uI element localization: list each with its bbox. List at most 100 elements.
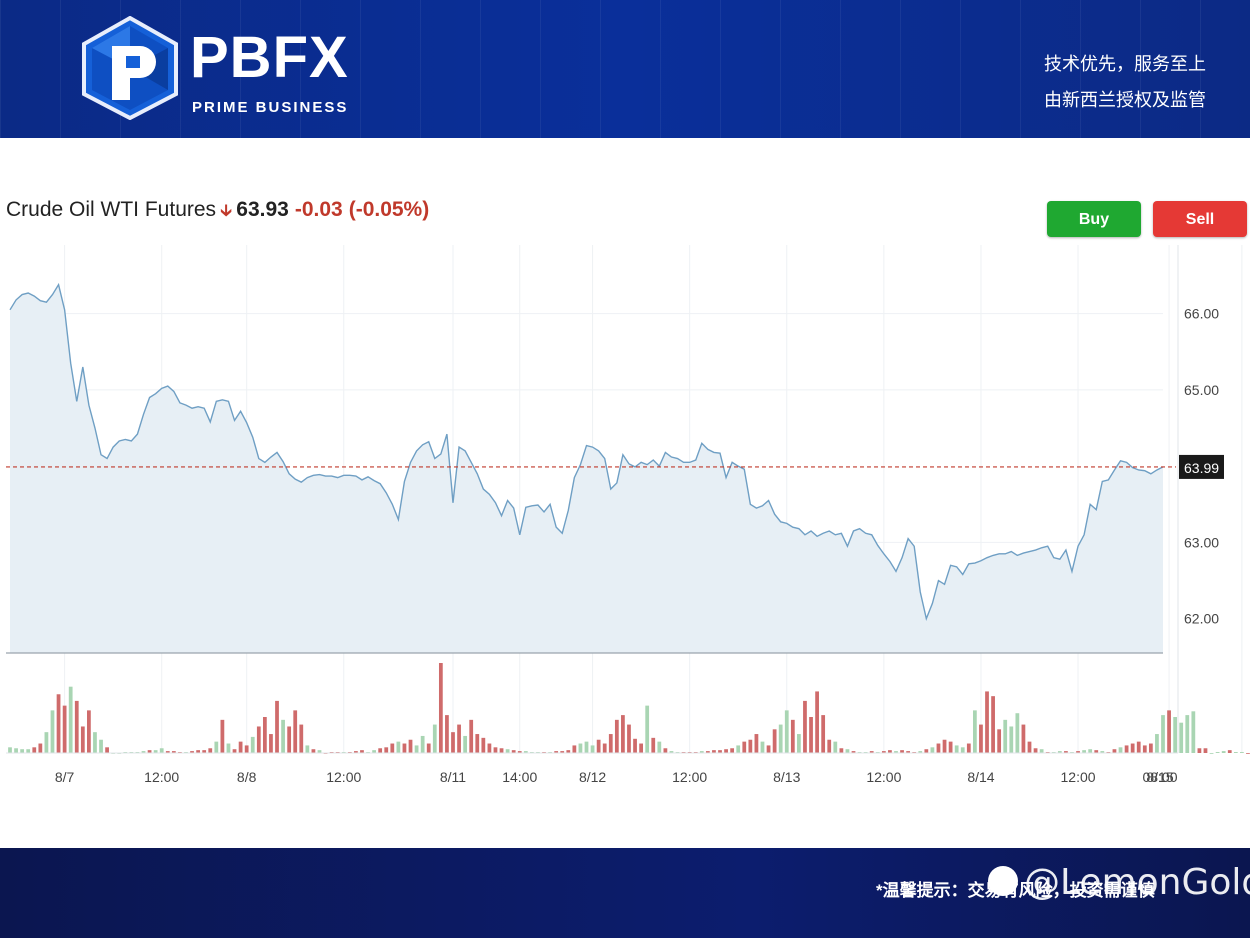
- volume-bar: [463, 735, 468, 753]
- volume-bar: [475, 734, 480, 753]
- volume-bar: [1136, 741, 1141, 753]
- volume-bar: [881, 751, 886, 753]
- volume-bar: [281, 719, 285, 753]
- instrument-change-percent: (-0.05%): [348, 198, 430, 221]
- volume-bar: [232, 749, 237, 753]
- volume-bar: [760, 741, 765, 753]
- volume-bar: [87, 710, 91, 753]
- buy-button[interactable]: Buy: [1047, 201, 1141, 237]
- volume-bar: [851, 751, 856, 753]
- volume-bar: [900, 750, 904, 753]
- volume-bar: [372, 750, 376, 753]
- volume-bar: [378, 748, 383, 753]
- brand-name: PBFX: [190, 25, 349, 90]
- volume-bar: [147, 750, 152, 753]
- x-tick-label: 12:00: [144, 769, 179, 785]
- volume-bar: [803, 700, 807, 753]
- volume-bar: [1209, 753, 1214, 754]
- x-tick-label: 14:00: [502, 769, 537, 785]
- volume-bar: [1167, 710, 1171, 753]
- sell-button[interactable]: Sell: [1153, 201, 1247, 237]
- volume-bar: [317, 750, 322, 753]
- volume-bar: [948, 741, 953, 753]
- volume-bar: [1076, 751, 1080, 753]
- volume-bar: [590, 745, 595, 753]
- slogan-line-1: 技术优先，服务至上: [1044, 54, 1206, 74]
- volume-bar: [602, 743, 607, 753]
- volume-bar: [93, 732, 97, 753]
- x-tick-label: 8/11: [440, 769, 466, 785]
- volume-bar: [815, 691, 819, 753]
- volume-bar: [1088, 749, 1093, 753]
- volume-bar: [809, 717, 813, 753]
- volume-bar: [311, 749, 316, 753]
- volume-bar: [718, 750, 722, 753]
- volume-bar: [214, 741, 219, 753]
- volume-bar: [238, 741, 243, 753]
- volume-bar: [778, 724, 783, 753]
- volume-bar: [1130, 743, 1135, 753]
- volume-bar: [736, 745, 741, 753]
- slogan-line-2: 由新西兰授权及监管: [1044, 90, 1206, 110]
- volume-bar: [766, 745, 771, 753]
- x-tick-label: 12:00: [866, 769, 901, 785]
- volume-bar: [354, 751, 358, 753]
- social-logo-icon: [988, 866, 1018, 896]
- volume-bar: [1155, 734, 1159, 753]
- volume-bar: [797, 734, 801, 753]
- y-tick-label: 65.00: [1184, 382, 1219, 398]
- y-tick-label: 62.00: [1184, 611, 1219, 627]
- header-grid-pattern: [0, 0, 1250, 138]
- volume-bar: [493, 747, 498, 753]
- volume-bar: [1124, 745, 1129, 753]
- brand-subtitle: PRIME BUSINESS: [192, 99, 349, 116]
- volume-bar: [68, 686, 73, 753]
- volume-bar: [614, 719, 619, 753]
- volume-bar: [845, 749, 850, 753]
- volume-bar: [505, 749, 510, 753]
- volume-bar: [869, 751, 874, 753]
- x-tick-label: 08:00: [1142, 769, 1177, 785]
- price-chart[interactable]: 66.00 65.00 63.00 62.00 63.99 8/7 12:00 8/8 12:0…: [0, 245, 1250, 790]
- volume-bar: [724, 749, 728, 753]
- y-tick-label: 63.00: [1184, 534, 1219, 550]
- pbfx-logo-icon: [82, 16, 178, 120]
- volume-bar: [50, 710, 55, 753]
- price-line: [9, 282, 1164, 622]
- volume-bar: [299, 724, 304, 753]
- volume-bar: [924, 749, 929, 753]
- volume-bar: [8, 747, 12, 753]
- volume-bar: [712, 750, 716, 753]
- y-tick-label: 66.00: [1184, 306, 1219, 322]
- volume-bar: [960, 747, 965, 753]
- x-tick-label: 8/15: [1146, 769, 1173, 785]
- volume-bar: [20, 749, 25, 753]
- volume-bar: [1009, 726, 1014, 753]
- volume-bar: [384, 747, 389, 753]
- footer-banner: [0, 848, 1250, 938]
- volume-bar: [74, 700, 79, 753]
- volume-bar: [1064, 751, 1068, 753]
- volume-bar: [578, 743, 583, 753]
- volume-bar: [1100, 751, 1105, 753]
- volume-bar: [171, 751, 176, 753]
- volume-bar: [396, 741, 401, 753]
- volume-bar: [985, 691, 989, 753]
- volume-bar: [250, 736, 255, 753]
- volume-bar: [651, 737, 656, 753]
- volume-bar: [269, 734, 273, 753]
- volume-bar: [1039, 749, 1044, 753]
- volume-bar: [208, 748, 213, 753]
- volume-bar: [972, 710, 977, 753]
- volume-bar: [523, 751, 528, 753]
- volume-bar: [1197, 748, 1202, 753]
- volume-bar: [420, 735, 425, 753]
- volume-bar: [1240, 752, 1244, 753]
- volume-bar: [499, 748, 504, 753]
- volume-bar: [669, 751, 674, 753]
- volume-bar: [639, 743, 643, 753]
- volume-bar: [196, 750, 201, 753]
- volume-bar: [1142, 745, 1147, 753]
- x-tick-label: 12:00: [1061, 769, 1096, 785]
- volume-bar: [621, 715, 625, 753]
